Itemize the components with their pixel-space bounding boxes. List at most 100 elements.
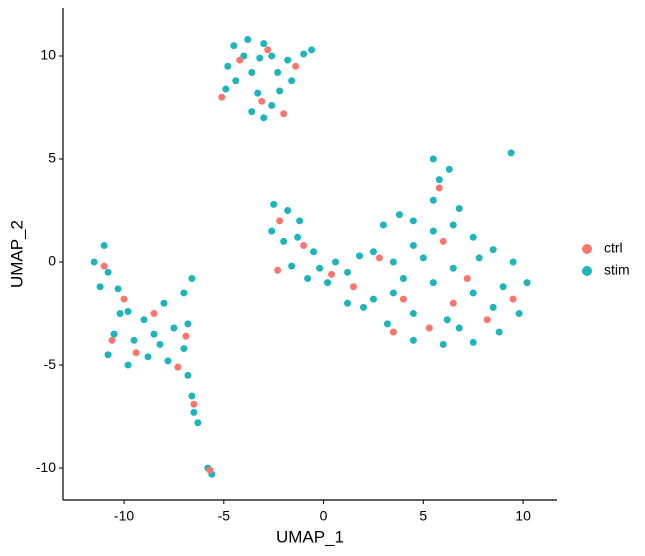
point bbox=[292, 62, 300, 70]
point bbox=[509, 295, 517, 303]
point bbox=[156, 340, 164, 348]
point bbox=[332, 258, 340, 266]
point bbox=[144, 353, 152, 361]
point bbox=[523, 279, 531, 287]
point bbox=[218, 93, 226, 101]
point bbox=[174, 363, 182, 371]
point bbox=[280, 237, 288, 245]
x-tick-label: 0 bbox=[320, 508, 328, 524]
point bbox=[419, 254, 427, 262]
point bbox=[260, 40, 268, 48]
y-tick-label: 0 bbox=[48, 253, 56, 269]
point bbox=[222, 85, 230, 93]
point bbox=[435, 176, 443, 184]
point bbox=[429, 155, 437, 163]
x-tick-label: -5 bbox=[218, 508, 231, 524]
point bbox=[194, 419, 202, 427]
point bbox=[288, 77, 296, 85]
point bbox=[515, 310, 523, 318]
point bbox=[244, 36, 252, 44]
point bbox=[475, 254, 483, 262]
point bbox=[389, 328, 397, 336]
x-tick-label: 5 bbox=[419, 508, 427, 524]
point bbox=[284, 207, 292, 215]
point bbox=[469, 289, 477, 297]
point bbox=[184, 371, 192, 379]
point bbox=[455, 324, 463, 332]
point bbox=[489, 303, 497, 311]
point bbox=[369, 248, 377, 256]
point bbox=[359, 303, 367, 311]
point bbox=[248, 68, 256, 76]
point bbox=[264, 46, 272, 54]
y-tick-label: 10 bbox=[40, 47, 56, 63]
point bbox=[439, 237, 447, 245]
point bbox=[180, 345, 188, 353]
point bbox=[110, 330, 118, 338]
point bbox=[100, 262, 108, 270]
point bbox=[114, 285, 122, 293]
point bbox=[274, 266, 282, 274]
point bbox=[90, 258, 98, 266]
point bbox=[383, 320, 391, 328]
point bbox=[294, 233, 302, 241]
point bbox=[268, 101, 276, 109]
point bbox=[324, 279, 332, 287]
point bbox=[443, 316, 451, 324]
point bbox=[483, 316, 491, 324]
x-tick-label: 10 bbox=[515, 508, 531, 524]
point bbox=[270, 200, 278, 208]
point bbox=[116, 310, 124, 318]
point bbox=[130, 336, 138, 344]
point bbox=[304, 275, 312, 283]
point bbox=[375, 254, 383, 262]
y-axis-title: UMAP_2 bbox=[7, 220, 26, 288]
point bbox=[429, 279, 437, 287]
point bbox=[463, 275, 471, 283]
point bbox=[280, 110, 288, 118]
point bbox=[96, 283, 104, 291]
point bbox=[180, 289, 188, 297]
point bbox=[409, 217, 417, 225]
legend-label: ctrl bbox=[604, 240, 623, 256]
point bbox=[449, 221, 457, 229]
point bbox=[164, 357, 172, 365]
point bbox=[489, 246, 497, 254]
point bbox=[449, 264, 457, 272]
point bbox=[399, 275, 407, 283]
point bbox=[310, 248, 318, 256]
point bbox=[276, 217, 284, 225]
point bbox=[108, 336, 116, 344]
point bbox=[455, 204, 463, 212]
y-tick-label: -10 bbox=[36, 459, 56, 475]
point bbox=[344, 299, 352, 307]
point bbox=[150, 330, 158, 338]
point bbox=[236, 56, 244, 64]
point bbox=[268, 227, 276, 235]
point bbox=[349, 283, 357, 291]
point bbox=[469, 338, 477, 346]
point bbox=[260, 114, 268, 122]
point bbox=[132, 349, 140, 357]
point bbox=[507, 149, 515, 157]
point bbox=[100, 242, 108, 250]
point bbox=[230, 42, 238, 50]
point bbox=[495, 328, 503, 336]
point bbox=[104, 351, 112, 359]
point bbox=[104, 268, 112, 276]
point bbox=[429, 196, 437, 204]
y-tick-label: 5 bbox=[48, 150, 56, 166]
point bbox=[248, 108, 256, 116]
point bbox=[276, 87, 284, 95]
x-tick-label: -10 bbox=[114, 508, 134, 524]
point bbox=[300, 50, 308, 58]
point bbox=[188, 392, 196, 400]
point bbox=[379, 221, 387, 229]
point bbox=[509, 258, 517, 266]
point bbox=[224, 62, 232, 70]
legend-swatch bbox=[582, 266, 592, 276]
point bbox=[409, 336, 417, 344]
point bbox=[429, 227, 437, 235]
point bbox=[274, 68, 282, 76]
